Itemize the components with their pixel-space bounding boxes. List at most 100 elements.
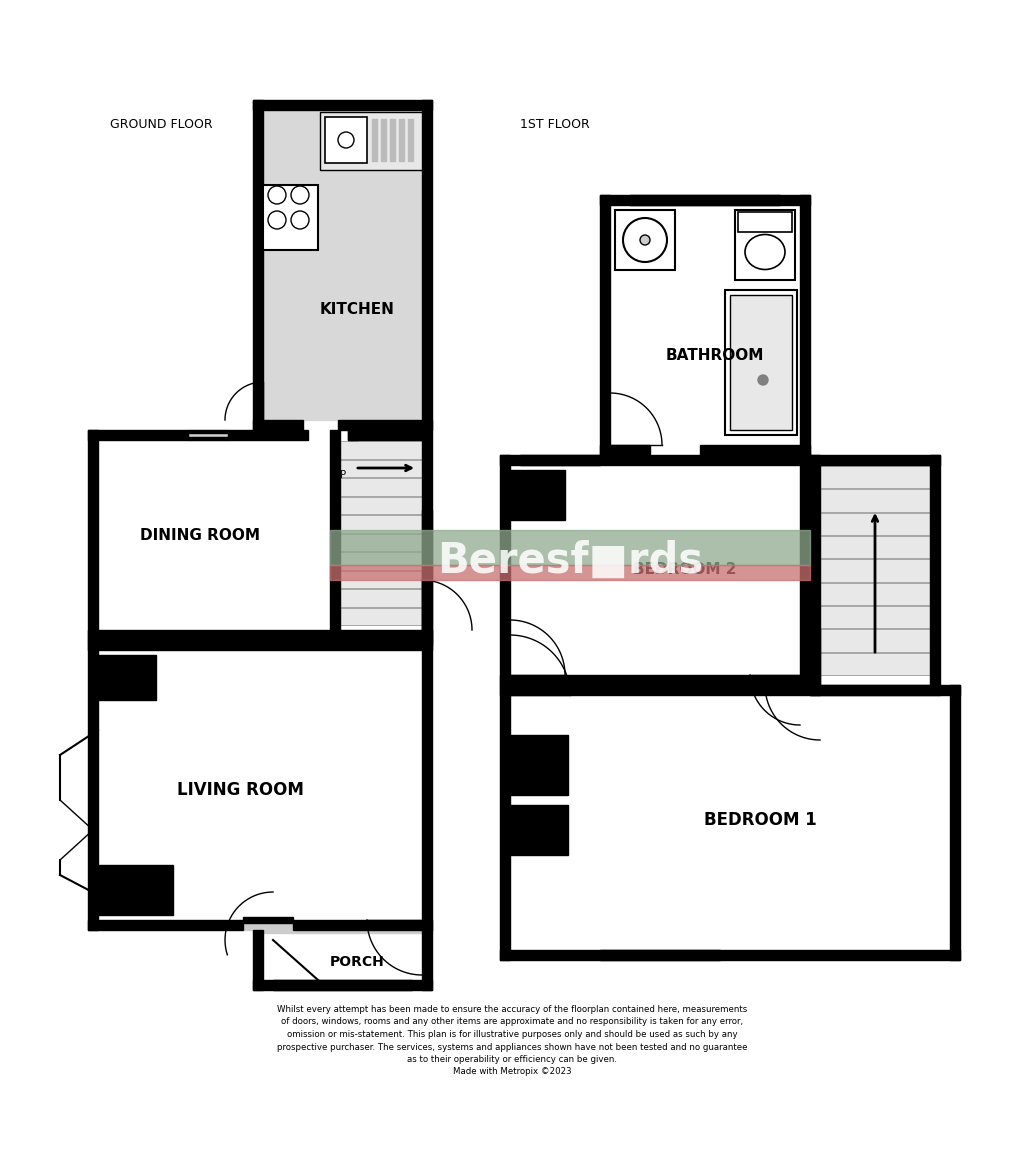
Text: 1ST FLOOR: 1ST FLOOR — [520, 118, 590, 131]
Text: Beresf■rds: Beresf■rds — [437, 540, 703, 582]
Bar — [330, 430, 340, 645]
Bar — [338, 420, 432, 430]
Bar — [510, 804, 568, 855]
Bar — [630, 203, 780, 205]
Bar — [820, 489, 930, 512]
Bar — [263, 940, 422, 980]
Bar — [800, 196, 810, 456]
Bar — [188, 430, 228, 440]
Bar — [520, 456, 600, 465]
Bar — [98, 440, 422, 630]
Bar — [325, 117, 367, 163]
Bar — [950, 685, 961, 960]
Bar — [253, 930, 263, 989]
Bar — [340, 534, 422, 552]
Bar — [725, 290, 797, 434]
Bar — [253, 100, 263, 430]
Bar — [510, 465, 800, 674]
Text: LIVING ROOM: LIVING ROOM — [176, 781, 303, 799]
Circle shape — [640, 235, 650, 245]
Bar — [88, 430, 98, 641]
Bar — [340, 608, 422, 625]
Bar — [372, 119, 377, 160]
Bar — [600, 950, 720, 953]
Bar — [820, 513, 930, 535]
Bar — [263, 185, 318, 249]
Bar — [340, 497, 422, 514]
Bar — [510, 696, 950, 950]
Circle shape — [291, 186, 309, 204]
Text: BEDROOM 1: BEDROOM 1 — [703, 812, 816, 829]
Circle shape — [291, 211, 309, 230]
Bar — [253, 927, 432, 933]
Bar — [600, 196, 810, 205]
Bar — [340, 441, 422, 459]
Bar — [510, 735, 568, 795]
Bar — [319, 112, 422, 170]
Bar — [700, 445, 810, 456]
Bar — [615, 210, 675, 271]
Bar — [330, 635, 432, 645]
Bar — [422, 930, 432, 989]
Text: DOWN: DOWN — [815, 687, 847, 697]
Bar — [408, 119, 413, 160]
Bar — [820, 607, 930, 629]
Circle shape — [758, 375, 768, 385]
Bar — [820, 560, 930, 582]
Bar — [293, 920, 432, 930]
Bar — [600, 196, 610, 456]
Circle shape — [338, 132, 354, 148]
Bar — [88, 430, 188, 440]
Bar — [820, 629, 930, 652]
Bar — [422, 641, 432, 930]
Bar — [98, 655, 156, 700]
Bar — [510, 470, 565, 520]
Bar — [399, 119, 404, 160]
Bar — [340, 552, 422, 569]
Bar — [263, 110, 422, 420]
Bar — [330, 530, 810, 564]
Bar — [88, 641, 98, 930]
Bar — [273, 980, 412, 982]
Text: KITCHEN: KITCHEN — [321, 302, 395, 317]
Text: DINING ROOM: DINING ROOM — [140, 527, 260, 542]
Circle shape — [268, 186, 286, 204]
Bar — [500, 674, 810, 685]
Bar — [422, 430, 432, 635]
Text: UP: UP — [333, 470, 346, 480]
Bar — [630, 196, 780, 198]
Bar — [500, 456, 810, 465]
Bar — [520, 463, 600, 465]
Bar — [800, 456, 810, 685]
Bar — [738, 212, 792, 232]
Bar — [340, 570, 422, 588]
Bar — [520, 456, 600, 458]
Bar — [88, 920, 243, 930]
Bar — [348, 430, 358, 440]
Bar — [98, 865, 173, 915]
Bar — [273, 980, 412, 989]
Bar — [348, 430, 422, 440]
Text: Whilst every attempt has been made to ensure the accuracy of the floorplan conta: Whilst every attempt has been made to en… — [276, 1005, 748, 1076]
Bar — [253, 420, 303, 430]
Bar — [600, 445, 650, 456]
Bar — [730, 295, 792, 430]
Bar — [243, 917, 293, 920]
Bar — [820, 465, 930, 674]
Bar — [422, 100, 432, 430]
Bar — [273, 987, 412, 989]
Bar — [630, 196, 780, 205]
Bar — [340, 589, 422, 607]
Bar — [340, 459, 422, 477]
Bar — [319, 112, 422, 170]
Text: BEDROOM 2: BEDROOM 2 — [633, 562, 736, 577]
Bar — [735, 210, 795, 280]
Bar — [500, 950, 961, 960]
Bar — [930, 456, 940, 685]
Ellipse shape — [745, 234, 785, 269]
Bar — [188, 437, 228, 440]
Bar — [253, 980, 432, 989]
Bar — [500, 685, 510, 960]
Text: PORCH: PORCH — [330, 956, 385, 968]
Bar — [243, 920, 293, 923]
